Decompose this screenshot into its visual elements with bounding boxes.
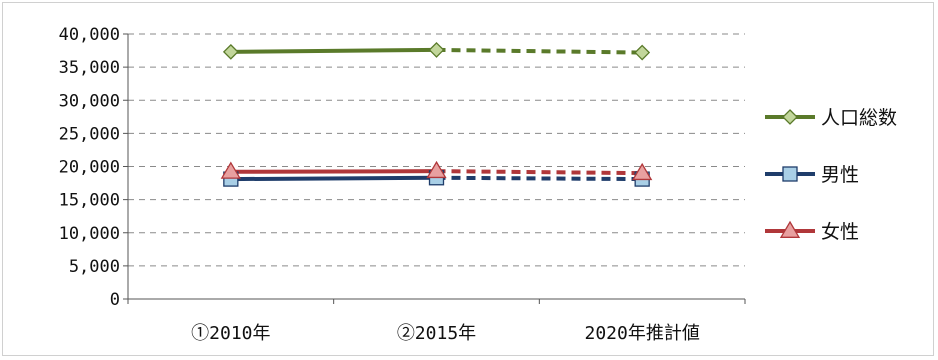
y-tick-label: 5,000 xyxy=(69,257,120,277)
series-line-segment xyxy=(230,175,437,182)
legend-label: 女性 xyxy=(821,221,859,243)
legend-label: 男性 xyxy=(821,164,859,186)
x-tick-label: ②2015年 xyxy=(397,323,476,344)
legend-marker xyxy=(782,109,798,125)
legend-marker xyxy=(779,220,801,238)
y-tick-label: 35,000 xyxy=(59,58,120,78)
y-tick-label: 20,000 xyxy=(59,158,120,178)
y-tick-label: 30,000 xyxy=(59,91,120,111)
y-tick-label: 40,000 xyxy=(59,25,120,45)
x-tick-label: ①2010年 xyxy=(191,323,270,344)
x-tick-label: 2020年推計値 xyxy=(584,323,699,344)
legend-marker xyxy=(782,166,798,182)
y-tick-label: 25,000 xyxy=(59,124,120,144)
data-point-marker xyxy=(632,162,653,181)
data-point-marker xyxy=(428,41,445,58)
y-tick-label: 15,000 xyxy=(59,191,120,211)
series-line-segment xyxy=(230,47,437,54)
data-point-marker xyxy=(634,44,651,61)
data-point-marker xyxy=(222,43,239,60)
data-point-marker xyxy=(220,161,241,179)
data-point-marker xyxy=(426,160,447,179)
series-line-segment xyxy=(436,175,643,182)
series-line-segment xyxy=(436,47,643,55)
y-tick-label: 10,000 xyxy=(59,224,120,244)
y-tick-label: 0 xyxy=(110,290,120,310)
series-line-segment xyxy=(436,169,643,176)
legend-label: 人口総数 xyxy=(821,107,897,129)
series-line-segment xyxy=(230,169,437,174)
